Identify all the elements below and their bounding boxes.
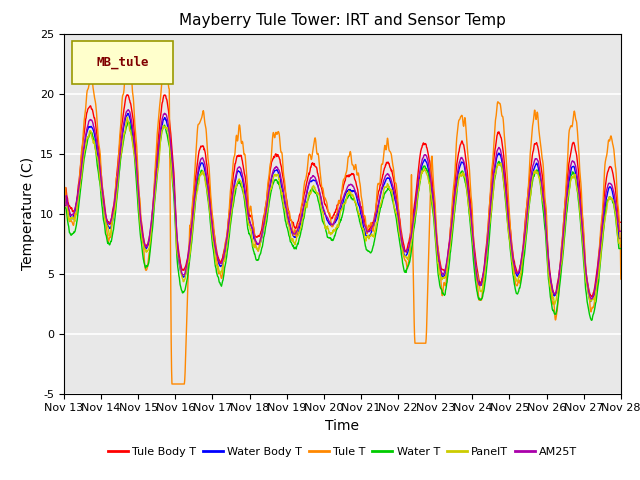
PanelT <box>551 301 559 307</box>
PanelT <box>617 240 625 246</box>
Tule Body T <box>617 219 625 225</box>
Tule Body T <box>171 187 179 193</box>
Water T <box>171 208 179 214</box>
Tule Body T <box>502 178 509 183</box>
PanelT <box>184 257 192 263</box>
Tule Body T <box>429 187 437 192</box>
Tule T <box>172 381 179 387</box>
Tule T <box>502 159 510 165</box>
Water Body T <box>551 292 559 298</box>
AM25T <box>551 291 559 297</box>
AM25T <box>171 195 179 201</box>
Water Body T <box>60 193 68 199</box>
Water T <box>60 205 68 211</box>
Y-axis label: Temperature (C): Temperature (C) <box>20 157 35 270</box>
Text: MB_tule: MB_tule <box>96 56 148 69</box>
Legend: Tule Body T, Water Body T, Tule T, Water T, PanelT, AM25T: Tule Body T, Water Body T, Tule T, Water… <box>103 443 582 461</box>
PanelT <box>60 198 68 204</box>
Water T <box>184 269 192 275</box>
FancyBboxPatch shape <box>72 41 173 84</box>
AM25T <box>587 296 595 302</box>
Water Body T <box>429 198 437 204</box>
Water Body T <box>587 299 595 304</box>
Tule Body T <box>551 292 559 298</box>
Tule T <box>168 381 176 387</box>
Line: AM25T: AM25T <box>64 110 621 299</box>
Water T <box>617 246 625 252</box>
Tule Body T <box>588 294 596 300</box>
AM25T <box>617 228 625 234</box>
Tule T <box>552 317 559 323</box>
Water Body T <box>502 193 509 199</box>
Tule Body T <box>60 185 68 191</box>
Line: Tule Body T: Tule Body T <box>64 95 621 297</box>
PanelT <box>246 228 254 233</box>
Water Body T <box>124 110 132 116</box>
Tule T <box>247 204 255 210</box>
AM25T <box>429 195 437 201</box>
Tule T <box>163 57 170 62</box>
Water Body T <box>171 198 179 204</box>
AM25T <box>246 221 254 227</box>
Water Body T <box>184 256 192 262</box>
PanelT <box>429 205 437 211</box>
Water T <box>429 211 437 216</box>
Line: Water Body T: Water Body T <box>64 113 621 301</box>
Tule T <box>429 181 437 187</box>
AM25T <box>124 107 132 113</box>
AM25T <box>502 189 509 195</box>
AM25T <box>60 203 68 209</box>
Water Body T <box>246 221 254 227</box>
Water T <box>551 312 559 317</box>
Title: Mayberry Tule Tower: IRT and Sensor Temp: Mayberry Tule Tower: IRT and Sensor Temp <box>179 13 506 28</box>
Tule Body T <box>124 92 131 97</box>
PanelT <box>124 114 131 120</box>
Water T <box>124 119 132 124</box>
X-axis label: Time: Time <box>325 419 360 433</box>
Line: Tule T: Tule T <box>64 60 621 384</box>
Tule T <box>185 259 193 265</box>
PanelT <box>552 300 559 305</box>
Tule Body T <box>184 251 192 256</box>
Line: Water T: Water T <box>64 121 621 320</box>
AM25T <box>184 253 192 259</box>
Water Body T <box>617 236 625 241</box>
Tule Body T <box>246 214 254 220</box>
Tule T <box>617 276 625 282</box>
Line: PanelT: PanelT <box>64 117 621 304</box>
Water T <box>246 233 254 239</box>
PanelT <box>171 197 179 203</box>
Water T <box>588 317 595 323</box>
PanelT <box>502 198 509 204</box>
Water T <box>502 203 509 208</box>
Tule T <box>60 284 68 289</box>
